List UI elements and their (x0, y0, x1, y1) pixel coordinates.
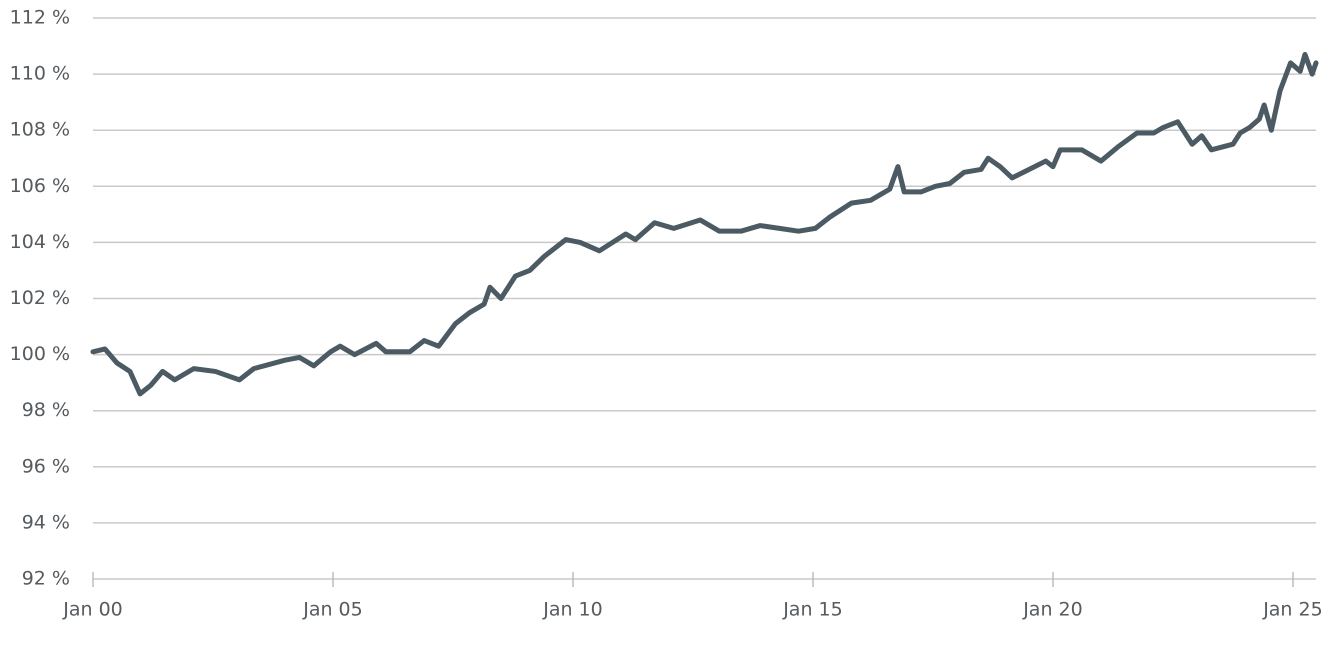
y-tick-label: 100 % (10, 343, 70, 365)
data-line (90, 51, 1319, 397)
y-tick-label: 110 % (10, 63, 70, 85)
x-tick-label: Jan 20 (1022, 599, 1083, 621)
y-tick-label: 98 % (22, 399, 70, 421)
y-tick-label: 96 % (22, 455, 70, 477)
y-tick-label: 92 % (22, 568, 70, 590)
x-tick-label: Jan 10 (542, 599, 603, 621)
y-tick-label: 108 % (10, 119, 70, 141)
y-tick-label: 112 % (10, 7, 70, 29)
x-tick-label: Jan 05 (302, 599, 363, 621)
y-tick-label: 94 % (22, 511, 70, 533)
y-tick-label: 104 % (10, 231, 70, 253)
x-tick-label: Jan 00 (62, 599, 123, 621)
x-tick-label: Jan 15 (782, 599, 843, 621)
x-tick-label: Jan 25 (1262, 599, 1323, 621)
y-tick-label: 106 % (10, 175, 70, 197)
y-tick-label: 102 % (10, 287, 70, 309)
